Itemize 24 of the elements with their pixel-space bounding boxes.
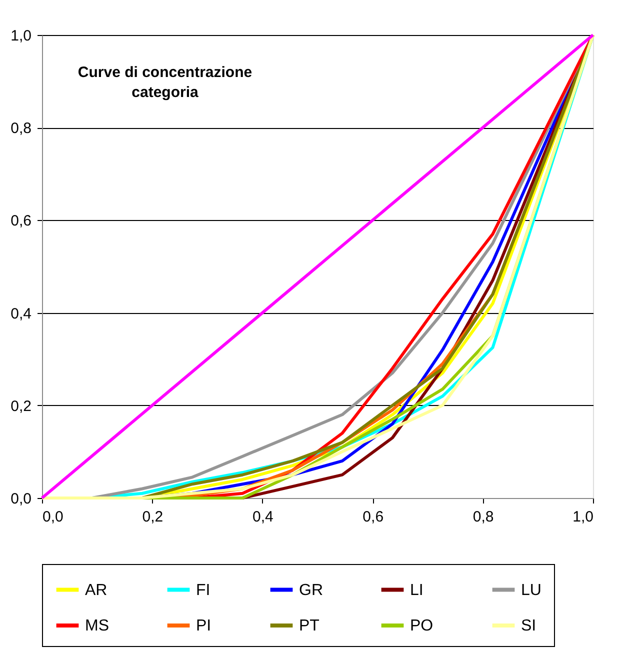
legend-label: FI (196, 582, 210, 599)
legend-label: LU (521, 582, 542, 599)
y-tick-label: 0,8 (10, 120, 32, 138)
legend-label: GR (299, 582, 323, 599)
legend-label: PT (299, 618, 320, 634)
y-tick-label: 0,6 (10, 212, 32, 230)
legend-label: PO (410, 618, 434, 634)
text: Curve di concentrazione categoria (78, 64, 252, 101)
y-tick-label: 1,0 (10, 28, 32, 44)
x-tick-label: 0,2 (142, 508, 164, 526)
legend-label: SI (521, 618, 536, 634)
x-tick-label: 0,4 (252, 508, 274, 526)
legend-label: PI (196, 618, 212, 634)
line-series (40, 34, 594, 500)
x-tick-label: 0,6 (362, 508, 384, 526)
y-tick-label: 0,4 (10, 305, 32, 322)
x-tick-label: 1,0 (572, 508, 594, 526)
y-tick-label: 0,2 (10, 398, 32, 415)
y-tick-label: 0,0 (10, 490, 32, 508)
x-tick-label: 0,8 (472, 508, 494, 526)
legend-label: MS (85, 618, 109, 634)
legend-label: LI (410, 582, 424, 599)
x-tick-label: 0,0 (42, 508, 64, 526)
legend-label: AR (85, 582, 108, 599)
